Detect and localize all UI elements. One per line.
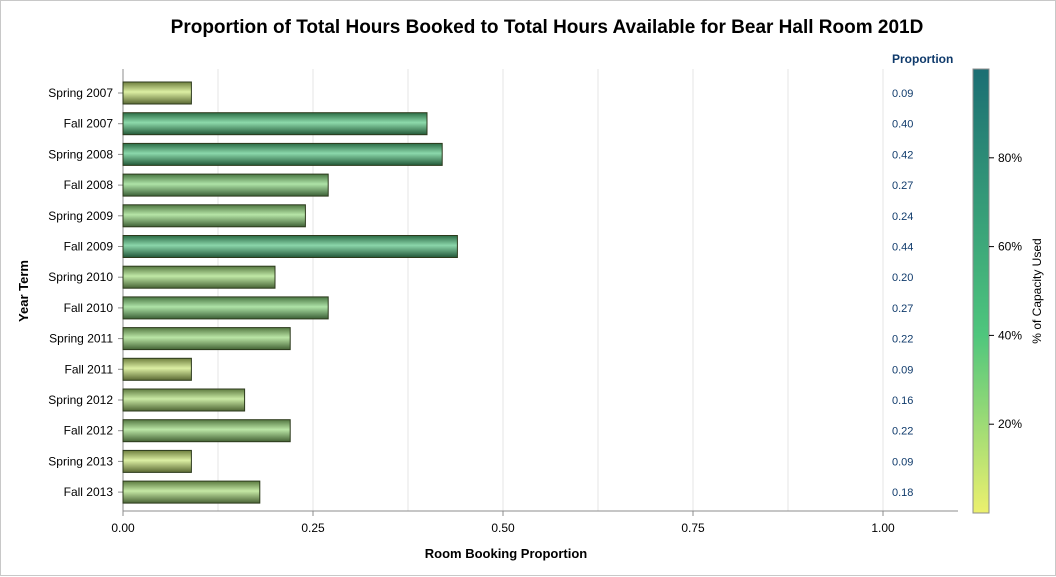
bar-fall-2007 [122, 112, 428, 136]
bar-spring-2010 [122, 265, 276, 289]
value-label: 0.24 [892, 211, 913, 223]
value-label: 0.16 [892, 395, 913, 407]
category-label: Fall 2009 [64, 240, 114, 254]
x-axis-label: Room Booking Proportion [425, 546, 588, 561]
color-legend-ticks: 20% 40% 60% 80% [989, 151, 1022, 431]
bar-fall-2009 [122, 235, 458, 258]
bar-spring-2012 [122, 388, 246, 412]
category-label: Fall 2013 [64, 485, 114, 499]
color-legend-label: % of Capacity Used [1030, 238, 1044, 343]
bar-spring-2007 [122, 81, 192, 105]
value-label: 0.09 [892, 364, 913, 376]
bar-fall-2013 [122, 480, 261, 504]
category-label: Spring 2013 [48, 454, 113, 468]
bar-spring-2013 [122, 449, 192, 473]
x-tick-label: 0.00 [111, 521, 135, 535]
color-ramp [972, 68, 990, 514]
color-legend-tick-label: 60% [998, 240, 1022, 254]
category-label: Spring 2008 [48, 147, 113, 161]
value-label: 0.22 [892, 334, 913, 346]
category-label: Fall 2012 [64, 424, 114, 438]
value-labels: 0.09 0.40 0.42 0.27 0.24 0.44 0.20 0.27 0.22 0.09… [892, 88, 913, 499]
value-label: 0.42 [892, 149, 913, 161]
category-label: Spring 2012 [48, 393, 113, 407]
value-label: 0.09 [892, 456, 913, 468]
bar-fall-2012 [122, 419, 291, 443]
color-legend-tick-label: 20% [998, 417, 1022, 431]
bars [122, 81, 458, 504]
category-label: Spring 2007 [48, 86, 113, 100]
bar-fall-2011 [122, 357, 192, 381]
color-legend-tick-label: 80% [998, 151, 1022, 165]
value-label: 0.22 [892, 426, 913, 438]
category-label: Fall 2008 [64, 178, 114, 192]
y-axis-label: Year Term [16, 260, 31, 322]
bar-spring-2011 [122, 327, 291, 351]
bar-fall-2008 [122, 173, 329, 197]
value-label: 0.09 [892, 88, 913, 100]
x-tick-label: 0.25 [301, 521, 325, 535]
category-label: Spring 2010 [48, 270, 113, 284]
category-label: Fall 2010 [64, 301, 114, 315]
category-label: Fall 2011 [65, 362, 114, 376]
category-label: Spring 2011 [49, 332, 113, 346]
bar-fall-2010 [122, 296, 329, 320]
value-column-header: Proportion [892, 52, 953, 66]
value-label: 0.40 [892, 119, 913, 131]
category-label: Fall 2007 [64, 117, 114, 131]
value-label: 0.27 [892, 180, 913, 192]
category-label: Spring 2009 [48, 209, 113, 223]
value-label: 0.27 [892, 303, 913, 315]
color-legend-tick-label: 40% [998, 328, 1022, 342]
value-label: 0.20 [892, 272, 913, 284]
bar-spring-2009 [122, 204, 306, 228]
category-labels: Spring 2007 Fall 2007 Spring 2008 Fall 2008… [48, 86, 113, 499]
color-legend: 20% 40% 60% 80% % of Capacity Used [972, 68, 1044, 514]
value-label: 0.44 [892, 242, 913, 254]
x-tick-label: 1.00 [871, 521, 895, 535]
x-tick-label: 0.50 [491, 521, 515, 535]
chart-title: Proportion of Total Hours Booked to Tota… [171, 17, 924, 38]
value-label: 0.18 [892, 487, 913, 499]
bar-spring-2008 [122, 142, 443, 166]
x-tick-label: 0.75 [681, 521, 705, 535]
grid-lines [217, 69, 884, 511]
